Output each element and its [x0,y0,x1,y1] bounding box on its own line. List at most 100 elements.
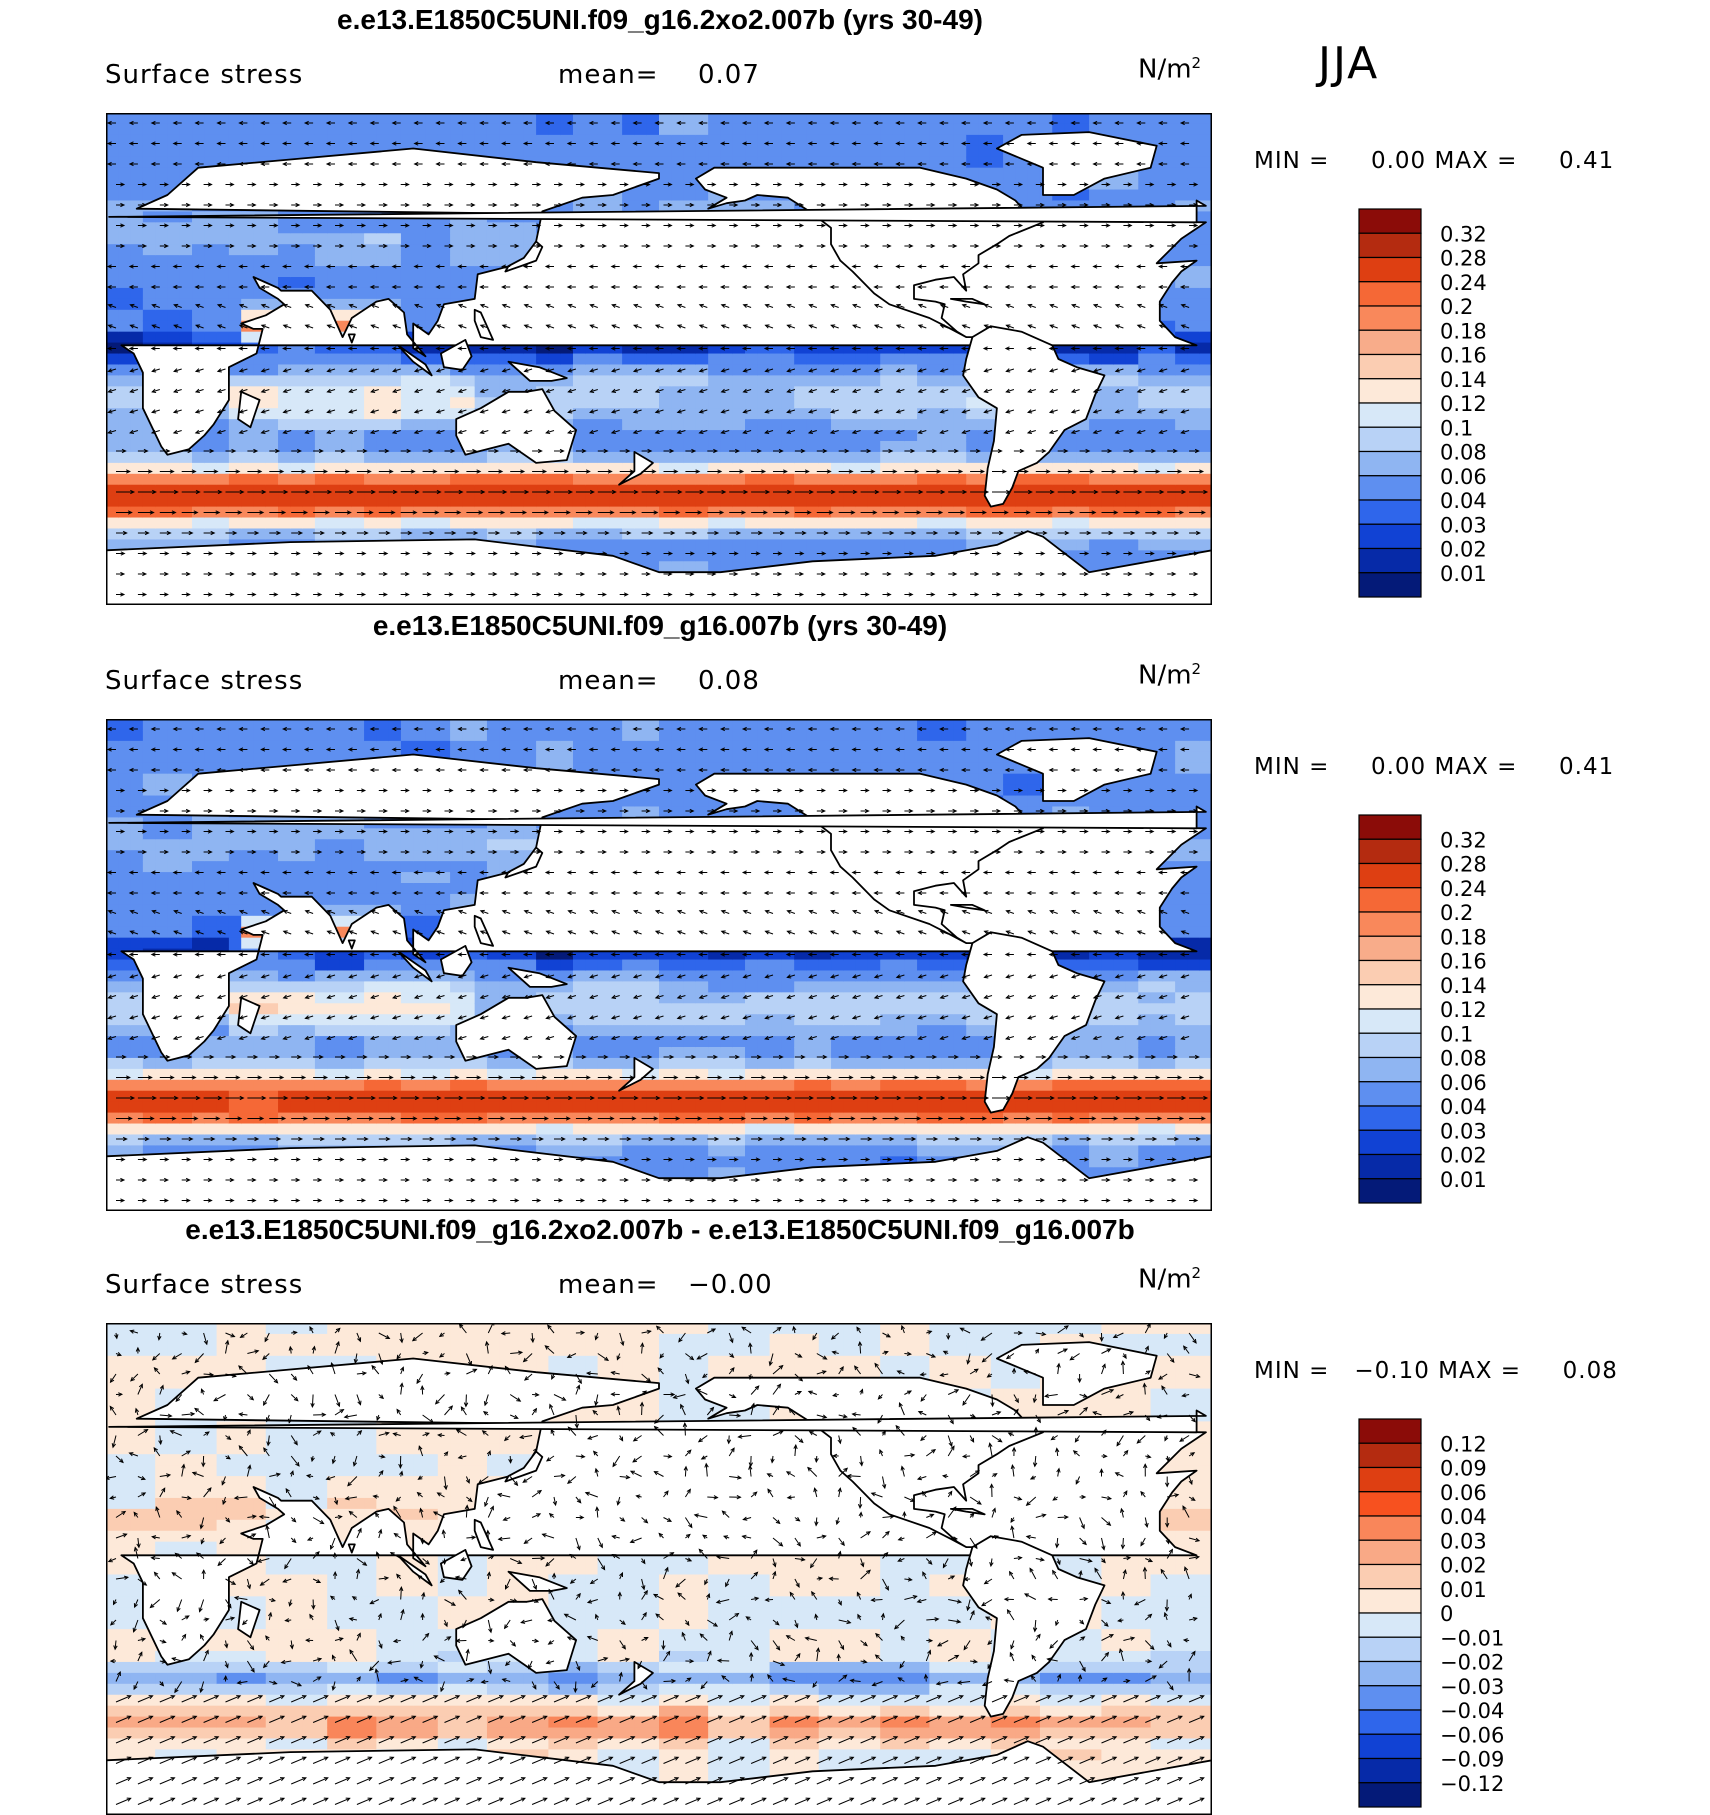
stress-vector [436,409,445,413]
field-cell [867,113,881,125]
field-cell [757,375,771,387]
stress-vector-head [369,141,375,146]
field-cell [904,375,918,387]
stress-vector-head [107,429,113,434]
field-cell [290,342,304,355]
field-cell [646,200,660,212]
field-cell [904,462,918,475]
field-cell [646,397,660,409]
stress-vector-head [260,368,266,373]
field-cell [941,539,955,551]
stress-vector-head [239,489,245,495]
stress-vector-head [142,182,148,187]
field-cell [327,298,341,311]
units-text: N/m [1138,54,1192,85]
stress-vector [436,389,445,393]
field-cell [179,517,193,530]
field-cell [548,528,562,540]
field-cell [290,528,304,540]
field-cell [179,495,193,508]
field-cell [929,451,943,464]
stress-vector-head [428,448,434,454]
field-cell [1199,156,1212,169]
field-cell [216,113,230,125]
field-cell [265,277,279,289]
field-cell [708,473,722,486]
field-cell [204,484,218,497]
field-cell [646,364,660,376]
field-cell [1125,353,1139,366]
field-cell [130,145,144,158]
field-cell [290,113,304,125]
field-cell [880,419,894,431]
field-cell [265,386,279,398]
field-cell [265,419,279,431]
field-cell [732,550,746,562]
field-cell [179,277,193,289]
stress-vector-head [413,346,419,351]
field-cell [216,255,230,267]
field-cell [523,123,537,136]
field-cell [953,451,967,464]
field-cell [278,113,291,125]
field-cell [511,123,525,136]
field-cell [904,451,918,464]
stress-vector-head [470,571,476,577]
field-cell [843,484,857,497]
stress-vector-head [230,551,236,556]
field-cell [953,364,967,376]
stress-vector-head [384,448,390,454]
field-cell [278,134,291,147]
field-cell [474,113,488,125]
field-cell [990,156,1004,169]
field-cell [1199,298,1212,311]
surface-stress-map [106,113,1212,605]
field-cell [659,517,672,530]
field-cell [130,277,144,289]
field-cell [376,419,390,431]
stress-vector-head [369,264,375,269]
field-cell [683,441,697,453]
stress-vector-head [524,489,530,495]
field-cell [806,145,820,158]
stress-vector [217,304,226,308]
field-cell [843,550,857,562]
field-cell [302,462,316,475]
field-cell [831,156,844,169]
stress-vector-head [392,303,398,308]
stress-vector-head [457,409,463,414]
field-cell [966,123,980,136]
stress-vector-head [385,530,391,536]
field-cell [106,484,119,497]
field-cell [757,419,771,431]
field-cell [646,550,660,562]
field-cell [843,123,857,136]
field-cell [806,156,820,169]
field-cell [769,484,783,497]
stress-vector-head [194,429,200,434]
field-cell [1162,430,1176,442]
field-cell [1064,484,1078,497]
field-cell [400,134,414,147]
field-cell [155,156,169,169]
stress-vector-head [470,243,476,249]
field-cell [179,244,193,256]
field-cell [486,145,500,158]
field-cell [732,397,746,409]
field-cell [290,386,304,398]
field-cell [339,397,353,409]
stress-vector-head [479,409,485,414]
field-cell [302,528,316,540]
field-cell [597,451,611,464]
field-cell [1125,451,1139,464]
field-cell [585,134,599,147]
field-cell [1175,331,1189,344]
field-cell [241,473,255,486]
field-cell [572,517,586,530]
field-cell [1187,331,1201,344]
field-cell [757,386,771,398]
field-cell [855,550,869,562]
field-cell [720,200,734,212]
field-cell [450,145,463,158]
stress-vector [458,304,467,308]
